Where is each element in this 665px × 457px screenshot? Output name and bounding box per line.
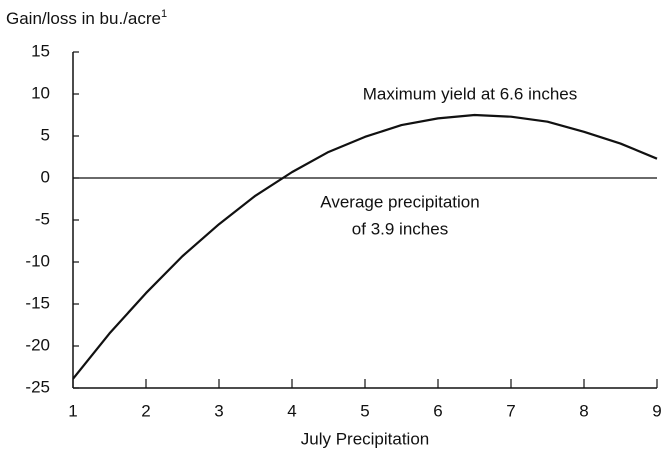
curve bbox=[72, 113, 658, 380]
y-tick-label: 10 bbox=[31, 83, 50, 102]
x-tick-label: 8 bbox=[579, 401, 588, 420]
y-tick-label: -10 bbox=[25, 251, 50, 270]
x-tick-label: 1 bbox=[68, 401, 77, 420]
y-tick-label: -20 bbox=[25, 335, 50, 354]
y-tick-label: 15 bbox=[31, 41, 50, 60]
y-tick-label: -5 bbox=[35, 209, 50, 228]
x-tick-label: 3 bbox=[214, 401, 223, 420]
x-tick-label: 2 bbox=[141, 401, 150, 420]
x-tick-label: 6 bbox=[433, 401, 442, 420]
annotation: of 3.9 inches bbox=[352, 219, 448, 238]
y-tick-label: 0 bbox=[41, 167, 50, 186]
annotation: Maximum yield at 6.6 inches bbox=[363, 84, 577, 103]
y-label-text: Gain/loss in bu./acre bbox=[6, 9, 161, 28]
x-tick-label: 7 bbox=[506, 401, 515, 420]
annotation: Average precipitation bbox=[320, 192, 479, 211]
x-tick-label: 5 bbox=[360, 401, 369, 420]
x-tick-label: 4 bbox=[287, 401, 296, 420]
x-tick-label: 9 bbox=[652, 401, 661, 420]
y-label-footnote: 1 bbox=[161, 8, 167, 20]
y-tick-label: 5 bbox=[41, 125, 50, 144]
y-axis-label: Gain/loss in bu./acre1 bbox=[6, 8, 167, 29]
y-tick-label: -25 bbox=[25, 377, 50, 396]
y-tick-label: -15 bbox=[25, 293, 50, 312]
x-axis-label: July Precipitation bbox=[301, 429, 430, 448]
